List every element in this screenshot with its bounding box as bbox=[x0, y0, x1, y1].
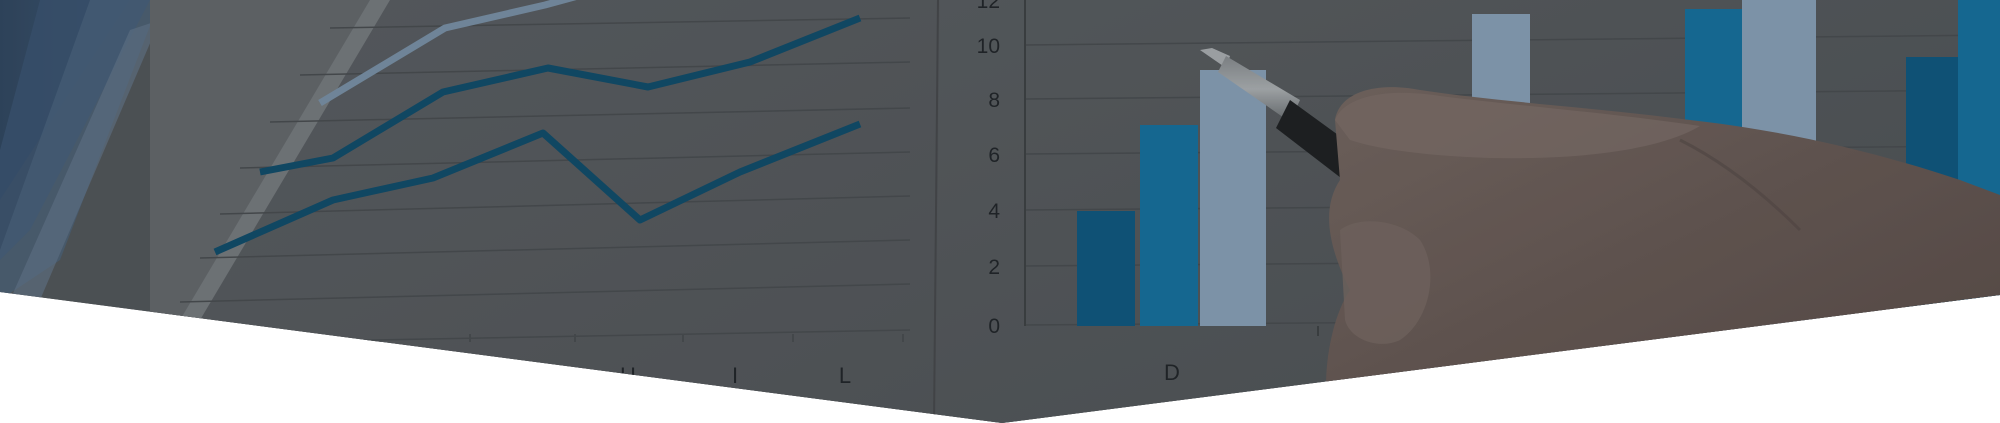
left-chart-line-light bbox=[318, 0, 601, 107]
right-chart-ytick: 6 bbox=[988, 144, 1000, 167]
right-chart-ytick: 8 bbox=[988, 89, 1000, 112]
right-chart-ytick: 2 bbox=[988, 256, 1000, 279]
right-chart-ytick: 10 bbox=[977, 35, 1000, 58]
left-chart-label-h: H bbox=[620, 363, 636, 388]
right-chart-label-d: D bbox=[1164, 360, 1180, 385]
left-chart-line-mid bbox=[259, 14, 862, 176]
right-chart-bar bbox=[1140, 125, 1198, 326]
right-chart-bar bbox=[1200, 70, 1266, 326]
binder-illustration bbox=[0, 0, 390, 330]
left-chart-paper bbox=[140, 0, 940, 423]
left-chart-label-l: L bbox=[839, 363, 851, 388]
left-chart-ticks bbox=[469, 334, 904, 342]
right-chart-bar bbox=[1077, 211, 1135, 326]
left-chart-label-i: I bbox=[732, 363, 738, 388]
left-chart-line-low bbox=[213, 120, 862, 256]
right-chart-ytick: 4 bbox=[988, 200, 1000, 223]
right-chart-ytick: 0 bbox=[988, 315, 1000, 338]
right-chart-ytick: 12 bbox=[977, 0, 1000, 13]
